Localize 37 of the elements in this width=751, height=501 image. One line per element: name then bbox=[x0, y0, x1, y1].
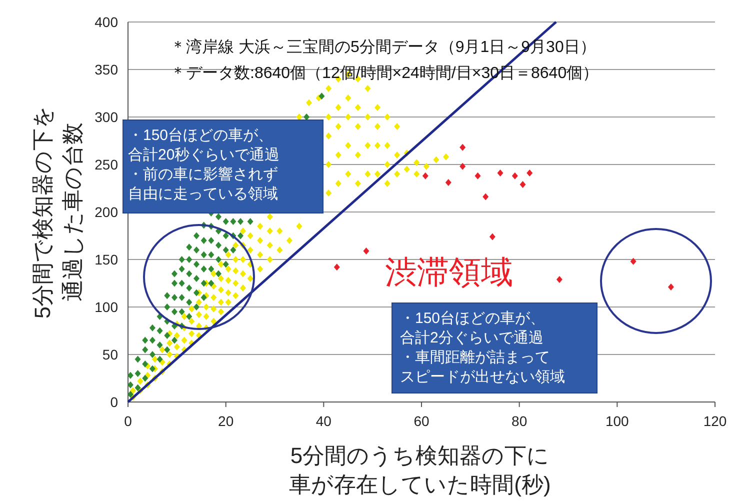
point bbox=[668, 284, 674, 291]
point bbox=[363, 247, 370, 254]
annotation: ・150台ほどの車が、合計20秒ぐらいで通過・前の車に影響されず自由に走っている領域 bbox=[128, 127, 280, 202]
point bbox=[630, 258, 636, 265]
y-tick-label: 300 bbox=[94, 109, 118, 125]
point bbox=[334, 264, 340, 271]
point bbox=[497, 170, 504, 177]
y-tick-label: 350 bbox=[94, 62, 118, 78]
x-tick-label: 100 bbox=[605, 413, 630, 429]
point bbox=[460, 144, 466, 151]
y-tick-label: 200 bbox=[94, 204, 118, 220]
x-tick-label: 20 bbox=[218, 413, 234, 429]
y-tick-label: 50 bbox=[102, 346, 118, 362]
point bbox=[512, 172, 518, 180]
x-tick-label: 80 bbox=[512, 413, 528, 429]
point bbox=[526, 170, 533, 177]
point bbox=[474, 172, 481, 180]
y-tick-label: 100 bbox=[94, 299, 118, 315]
y-tick-label: 0 bbox=[110, 394, 118, 410]
point bbox=[445, 179, 452, 186]
point bbox=[556, 276, 562, 283]
point bbox=[520, 180, 526, 188]
point bbox=[489, 233, 496, 240]
x-tick-label: 60 bbox=[414, 413, 430, 429]
annotation: 渋滞領域 bbox=[385, 254, 513, 290]
annotation: ・150台ほどの車が、合計2分ぐらいで通過・車間距離が詰まってスピードが出せない領域 bbox=[400, 310, 565, 386]
y-tick-label: 250 bbox=[94, 156, 118, 172]
point bbox=[482, 193, 489, 200]
x-tick-label: 40 bbox=[316, 413, 332, 429]
y-tick-label: 400 bbox=[94, 14, 118, 30]
x-tick-label: 0 bbox=[124, 413, 132, 429]
x-tick-label: 120 bbox=[703, 413, 727, 429]
point bbox=[422, 172, 428, 180]
y-axis-title: 5分間で検知器の下を通過した車の台数 bbox=[30, 105, 85, 319]
point bbox=[460, 162, 466, 170]
y-tick-label: 150 bbox=[94, 252, 118, 268]
x-axis-title: 5分間のうち検知器の下に車が存在していた時間(秒) bbox=[289, 443, 551, 497]
